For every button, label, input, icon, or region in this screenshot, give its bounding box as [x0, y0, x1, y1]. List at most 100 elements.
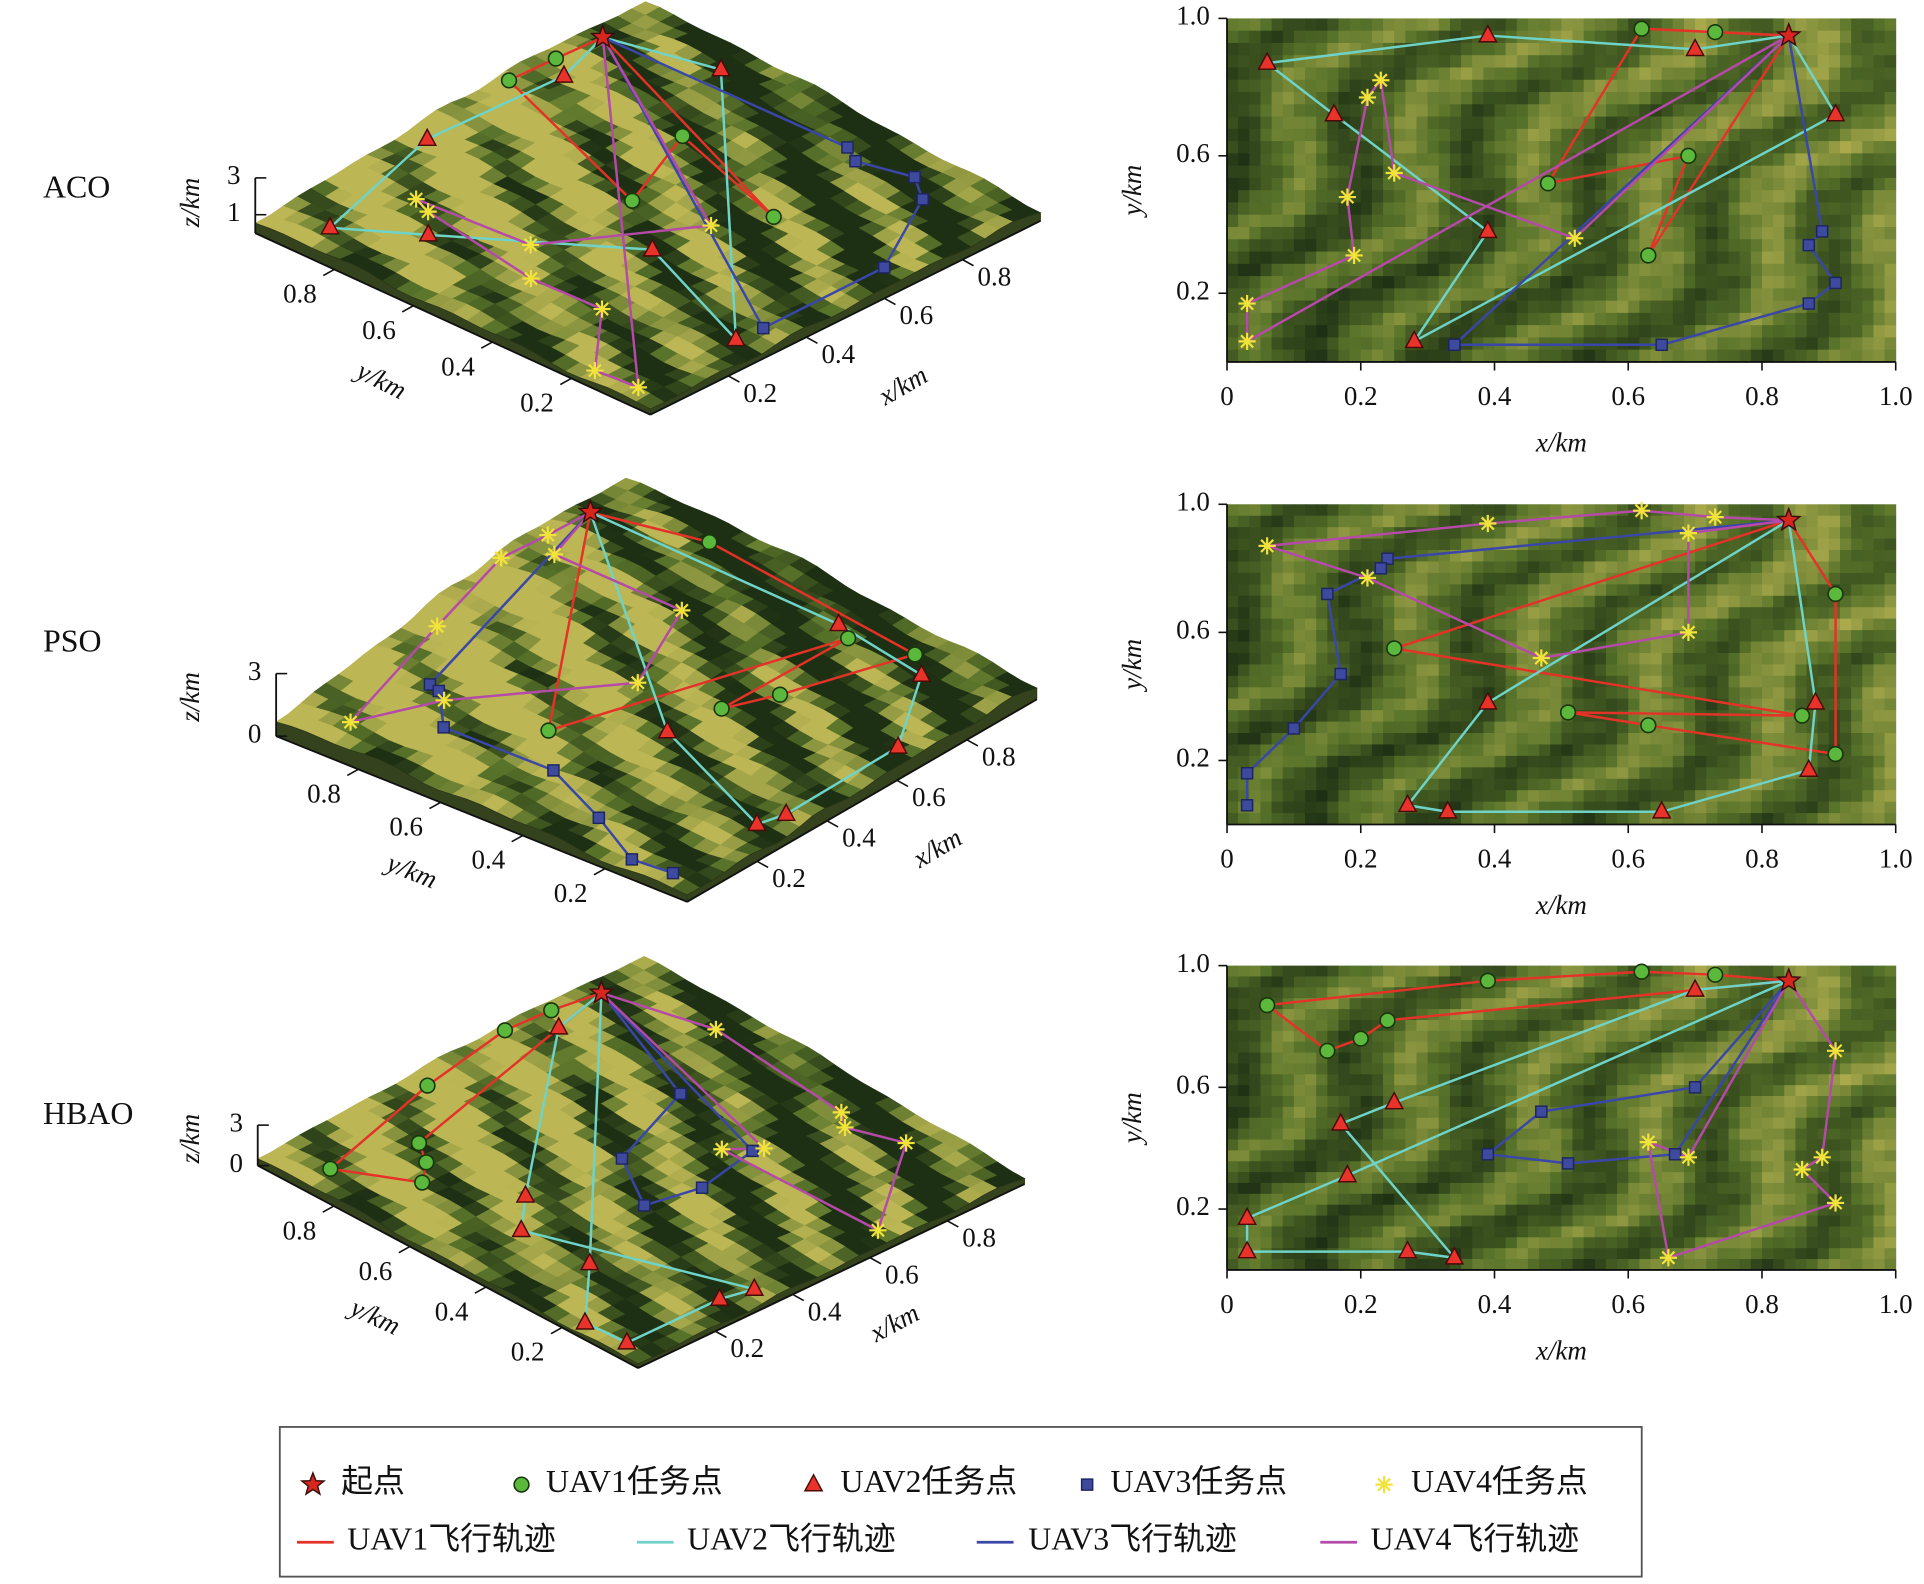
terrain-cell: [1717, 733, 1730, 745]
terrain-cell: [1405, 584, 1417, 597]
terrain-cell: [1483, 92, 1495, 105]
terrain-cell: [1605, 515, 1618, 528]
terrain-cell: [1795, 251, 1808, 265]
uav4-point: [702, 216, 720, 235]
terrain-cell: [1271, 687, 1284, 700]
terrain-cell: [1483, 349, 1495, 363]
terrain-cell: [1238, 721, 1250, 734]
terrain-cell: [1539, 630, 1551, 643]
terrain-cell: [1260, 778, 1273, 791]
terrain-cell: [1628, 550, 1640, 562]
terrain-cell: [1260, 30, 1273, 44]
terrain-cell: [1795, 214, 1808, 228]
terrain-cell: [1550, 276, 1562, 289]
terrain-cell: [1416, 618, 1429, 631]
terrain-cell: [1394, 572, 1406, 585]
terrain-cell: [1371, 128, 1384, 142]
terrain-cell: [1249, 214, 1261, 228]
terrain-cell: [1383, 755, 1395, 768]
terrain-cell: [1405, 276, 1417, 289]
terrain-cell: [1327, 721, 1339, 734]
uav1-point: [1633, 20, 1650, 37]
terrain-cell: [1282, 177, 1295, 191]
uav3-point: [908, 170, 921, 184]
terrain-cell: [1572, 607, 1585, 620]
terrain-cell: [1851, 79, 1863, 93]
terrain-cell: [1761, 79, 1774, 93]
terrain-cell: [1706, 190, 1718, 203]
terrain-cell: [1461, 165, 1473, 179]
terrain-cell: [1695, 349, 1707, 363]
terrain-cell: [1282, 778, 1295, 791]
terrain-cell: [1605, 538, 1618, 551]
terrain-cell: [1750, 767, 1763, 780]
z-tick-label: 1: [227, 197, 241, 227]
terrain-cell: [1695, 312, 1707, 326]
terrain-cell: [1260, 767, 1273, 780]
terrain-cell: [1249, 721, 1261, 734]
terrain-cell: [1383, 263, 1395, 277]
uav4-point: [492, 549, 510, 567]
terrain-cell: [1438, 687, 1451, 700]
terrain-cell: [1773, 190, 1785, 203]
terrain-cell: [1394, 698, 1406, 711]
terrain-cell: [1438, 165, 1451, 179]
terrain-cell: [1550, 288, 1562, 302]
terrain-cell: [1371, 349, 1384, 363]
uav1-point: [701, 533, 718, 551]
terrain-cell: [1717, 349, 1730, 363]
terrain-cell: [1661, 538, 1674, 551]
terrain-cell: [1605, 550, 1618, 562]
terrain-cell: [1717, 630, 1730, 643]
terrain-cell: [1773, 652, 1785, 665]
terrain-cell: [1461, 595, 1473, 608]
terrain-cell: [1873, 177, 1886, 191]
terrain-cell: [1739, 572, 1752, 585]
terrain-cell: [1851, 141, 1863, 154]
terrain-cell: [1494, 641, 1507, 654]
terrain-cell: [1438, 641, 1451, 654]
terrain-cell: [1550, 538, 1562, 551]
terrain-cell: [1260, 128, 1273, 142]
x-axis-title: x/km: [907, 822, 967, 874]
terrain-cell: [1394, 744, 1406, 757]
terrain-cell: [1639, 226, 1652, 240]
terrain-cell: [1449, 55, 1462, 68]
terrain-cell: [1238, 755, 1250, 768]
terrain-cell: [1550, 202, 1562, 216]
terrain-cell: [1873, 276, 1886, 289]
terrain-cell: [1349, 733, 1362, 745]
terrain-cell: [1628, 251, 1640, 265]
terrain-cell: [1327, 153, 1339, 167]
terrain-cell: [1695, 214, 1707, 228]
terrain-cell: [1338, 733, 1351, 745]
terrain-cell: [1795, 641, 1808, 654]
terrain-cell: [1539, 561, 1551, 574]
terrain-cell: [1639, 767, 1652, 780]
terrain-cell: [1394, 214, 1406, 228]
terrain-cell: [1238, 214, 1250, 228]
terrain-cell: [1316, 744, 1328, 757]
terrain-cell: [1706, 664, 1718, 677]
terrain-cell: [1238, 251, 1250, 265]
uav1-point: [771, 686, 789, 703]
terrain-cell: [1260, 349, 1273, 363]
terrain-cell: [1672, 55, 1685, 68]
terrain-cell: [1795, 276, 1808, 289]
terrain-cell: [1773, 104, 1785, 118]
terrain-cell: [1773, 177, 1785, 191]
terrain-cell: [1683, 165, 1696, 179]
terrain-cell: [1305, 755, 1317, 768]
terrain-cell: [1449, 572, 1462, 585]
terrain-cell: [1327, 141, 1339, 154]
terrain-cell: [1427, 239, 1440, 253]
terrain-cell: [1527, 698, 1540, 711]
terrain-cell: [1305, 813, 1317, 826]
terrain-cell: [1449, 165, 1462, 179]
terrain-cell: [1628, 141, 1640, 154]
terrain-cell: [1271, 141, 1284, 154]
terrain-cell: [1650, 349, 1663, 363]
terrain-cell: [1851, 104, 1863, 118]
terrain-cell: [1427, 561, 1440, 574]
terrain-cell: [1527, 30, 1540, 44]
